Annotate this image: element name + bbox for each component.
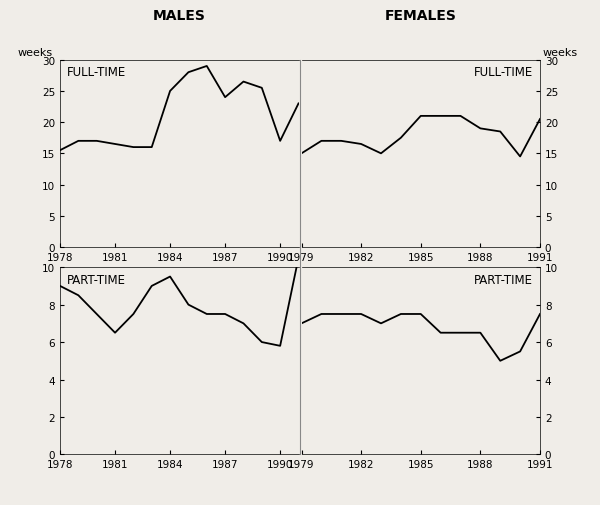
Text: MALES: MALES <box>153 9 206 23</box>
Text: FULL-TIME: FULL-TIME <box>67 66 127 79</box>
Text: PART-TIME: PART-TIME <box>474 273 533 286</box>
Text: PART-TIME: PART-TIME <box>67 273 126 286</box>
Text: weeks: weeks <box>543 48 578 58</box>
Text: FULL-TIME: FULL-TIME <box>473 66 533 79</box>
Text: weeks: weeks <box>18 48 53 58</box>
Text: FEMALES: FEMALES <box>385 9 457 23</box>
